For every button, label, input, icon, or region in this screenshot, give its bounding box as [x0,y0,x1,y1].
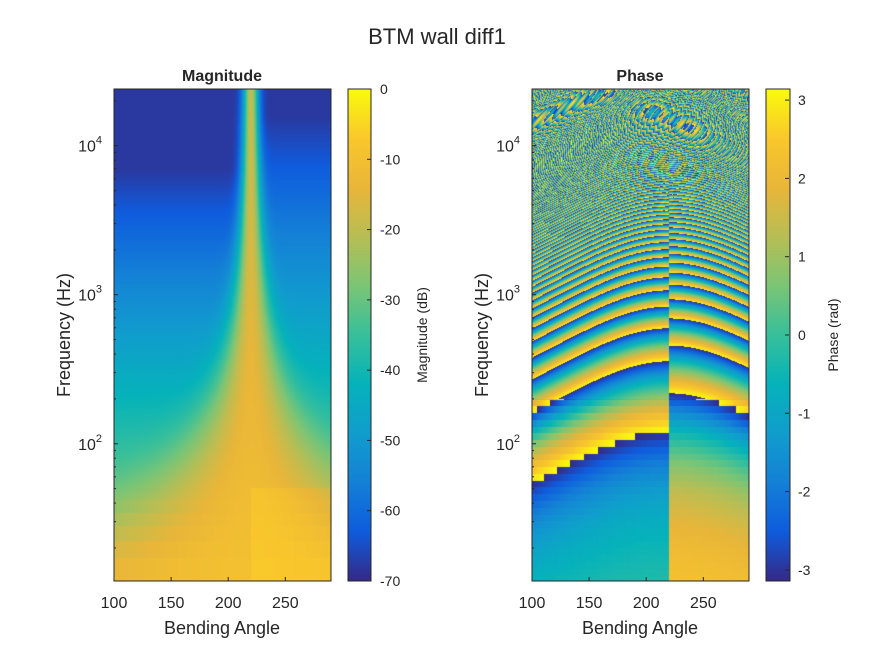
phase-ylabel: Frequency (Hz) [472,273,492,397]
ph-cbar-tick-label: 0 [798,327,806,343]
ph-cbar-tick-label: -1 [798,405,811,421]
ph-cbar-tick-label: 2 [798,170,806,186]
phase-colorbar-ticks: 3 2 1 0 -1 -2 -3 [785,92,811,578]
mag-cbar-tick-label: -40 [380,362,400,378]
magnitude-ylabel: Frequency (Hz) [54,273,74,397]
mag-cbar-tick-label: -60 [380,503,400,519]
magnitude-xlabel: Bending Angle [164,618,280,638]
mag-y-tick-label: 103 [78,284,102,305]
ph-cbar-tick-label: -3 [798,562,811,578]
magnitude-colorbar: 0 -10 -20 -30 -40 -50 -60 -70 Magnitude (dB) [347,81,430,589]
mag-cbar-tick-label: -50 [380,432,400,448]
ph-x-tick-label: 250 [690,595,717,612]
ph-y-tick-label: 104 [496,135,520,156]
phase-x-ticks: 100 150 200 250 [519,88,750,612]
magnitude-title: Magnitude [182,68,262,85]
magnitude-x-ticks: 100 150 200 250 [101,88,332,612]
mag-cbar-tick-label: -20 [380,222,400,238]
ph-y-tick-label: 103 [496,284,520,305]
ph-axes-box [531,88,750,582]
magnitude-axes: Magnitude 100 150 200 250 102 103 104 Bending… [54,68,332,638]
mag-x-tick-label: 150 [158,595,185,612]
ph-x-tick-label: 150 [576,595,603,612]
mag-x-tick-label: 100 [101,595,128,612]
phase-colorbar: 3 2 1 0 -1 -2 -3 Phase (rad) [765,88,841,582]
ph-cbar-tick-label: -2 [798,484,811,500]
mag-cbar-tick-label: 0 [380,81,388,97]
magnitude-plot-area [114,89,331,581]
phase-title: Phase [616,68,663,85]
mag-axes-box [113,88,332,582]
magnitude-colorbar-ticks: 0 -10 -20 -30 -40 -50 -60 -70 [367,81,400,589]
mag-y-tick-label: 104 [78,135,102,156]
ph-x-tick-label: 100 [519,595,546,612]
ph-cbar-tick-label: 1 [798,249,806,265]
mag-y-tick-label: 102 [78,433,102,454]
ph-cbar-tick-label: 3 [798,92,806,108]
phase-plot-area [532,89,749,581]
ph-x-tick-label: 200 [633,595,660,612]
ph-y-tick-label: 102 [496,433,520,454]
phase-y-ticks: 102 103 104 [496,100,536,549]
mag-x-tick-label: 250 [272,595,299,612]
mag-cbar-tick-label: -70 [380,573,400,589]
phase-colorbar-label: Phase (rad) [825,298,841,371]
mag-x-tick-label: 200 [215,595,242,612]
mag-cbar-tick-label: -10 [380,151,400,167]
phase-axes: Phase 100 150 200 250 102 103 104 Bending Ang… [472,68,750,638]
magnitude-y-ticks: 102 103 104 [78,100,118,549]
figure-title: BTM wall diff1 [368,24,506,49]
mag-cbar-tick-label: -30 [380,292,400,308]
magnitude-colorbar-label: Magnitude (dB) [414,287,430,383]
phase-xlabel: Bending Angle [582,618,698,638]
